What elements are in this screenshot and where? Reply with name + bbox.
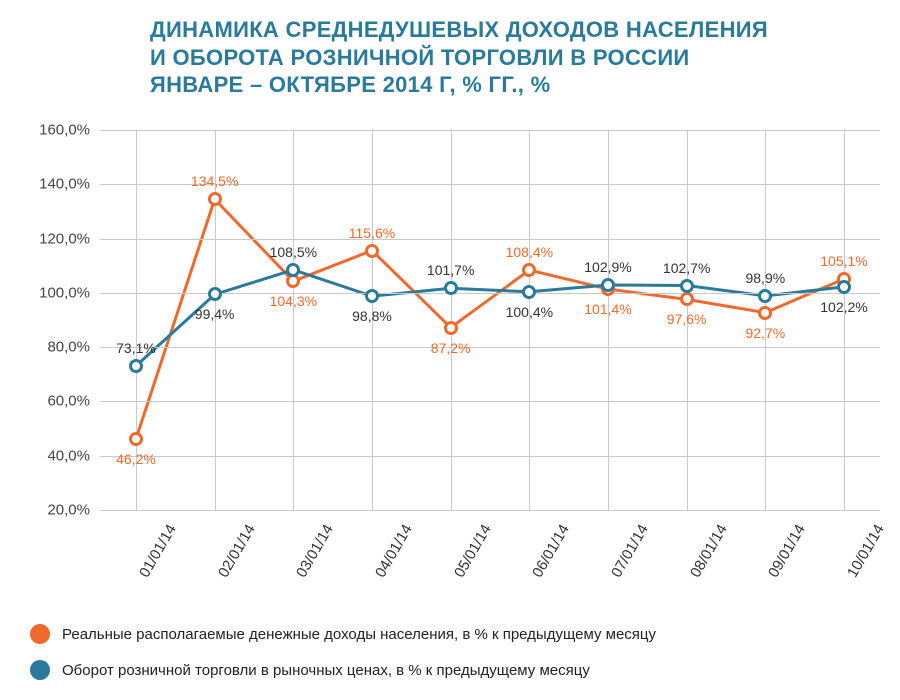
y-axis-tick-label: 80,0% (47, 339, 90, 356)
chart-title-line-1: ДИНАМИКА СРЕДНЕДУШЕВЫХ ДОХОДОВ НАСЕЛЕНИЯ (150, 16, 850, 44)
gridline-h (100, 347, 880, 348)
y-axis-tick-label: 160,0% (39, 122, 90, 139)
marker-retail (758, 289, 772, 303)
marker-retail (601, 278, 615, 292)
x-axis-tick-label: 04/01/14 (372, 518, 418, 581)
data-label-income: 101,4% (584, 301, 631, 317)
gridline-h (100, 401, 880, 402)
data-label-income: 97,6% (667, 311, 707, 327)
gridline-v (529, 130, 530, 510)
x-axis-tick-label: 07/01/14 (608, 518, 654, 581)
x-axis-tick-label: 08/01/14 (687, 518, 733, 581)
gridline-h (100, 130, 880, 131)
legend-item-income: Реальные располагаемые денежные доходы н… (30, 624, 656, 644)
x-axis-tick-label: 05/01/14 (451, 518, 497, 581)
data-label-retail: 99,4% (195, 306, 235, 322)
y-axis-tick-label: 40,0% (47, 447, 90, 464)
data-label-retail: 102,2% (820, 299, 867, 315)
marker-income (129, 432, 143, 446)
gridline-h (100, 456, 880, 457)
marker-income (444, 321, 458, 335)
legend-label-income: Реальные располагаемые денежные доходы н… (62, 626, 656, 643)
data-label-income: 108,4% (506, 244, 553, 260)
marker-income (208, 192, 222, 206)
gridline-h (100, 239, 880, 240)
data-label-income: 115,6% (349, 225, 395, 241)
chart-title: ДИНАМИКА СРЕДНЕДУШЕВЫХ ДОХОДОВ НАСЕЛЕНИЯ… (150, 16, 850, 99)
gridline-v (608, 130, 609, 510)
data-label-retail: 101,7% (427, 262, 474, 278)
x-axis-tick-label: 06/01/14 (529, 518, 575, 581)
legend-swatch-retail (30, 660, 50, 680)
data-label-retail: 100,4% (506, 304, 553, 320)
data-label-retail: 102,9% (584, 259, 631, 275)
x-axis-tick-label: 02/01/14 (215, 518, 261, 581)
chart-title-line-2: И ОБОРОТА РОЗНИЧНОЙ ТОРГОВЛИ В РОССИИ (150, 44, 850, 72)
chart-container: ДИНАМИКА СРЕДНЕДУШЕВЫХ ДОХОДОВ НАСЕЛЕНИЯ… (0, 0, 900, 700)
series-line-income (136, 199, 844, 439)
data-label-retail: 102,7% (663, 260, 710, 276)
data-label-retail: 108,5% (270, 244, 317, 260)
legend-item-retail: Оборот розничной торговли в рыночных цен… (30, 660, 656, 680)
y-axis-tick-label: 120,0% (39, 230, 90, 247)
y-axis-tick-label: 20,0% (47, 502, 90, 519)
marker-retail (208, 287, 222, 301)
data-label-income: 105,1% (820, 253, 867, 269)
marker-retail (129, 359, 143, 373)
marker-retail (522, 285, 536, 299)
y-axis-tick-label: 60,0% (47, 393, 90, 410)
y-axis-tick-label: 100,0% (39, 284, 90, 301)
x-axis-tick-label: 01/01/14 (136, 518, 182, 581)
marker-income (522, 263, 536, 277)
gridline-v (293, 130, 294, 510)
y-axis-tick-label: 140,0% (39, 176, 90, 193)
data-label-income: 134,5% (191, 173, 238, 189)
marker-retail (837, 280, 851, 294)
marker-income (680, 292, 694, 306)
series-line-retail (136, 270, 844, 366)
data-label-retail: 98,9% (745, 270, 785, 286)
x-axis-tick-label: 03/01/14 (293, 518, 339, 581)
marker-income (758, 306, 772, 320)
legend: Реальные располагаемые денежные доходы н… (30, 608, 656, 680)
x-axis-tick-label: 09/01/14 (765, 518, 811, 581)
marker-income (365, 244, 379, 258)
data-label-retail: 98,8% (352, 308, 392, 324)
marker-retail (680, 279, 694, 293)
chart-title-line-3: ЯНВАРЕ – ОКТЯБРЕ 2014 Г, % ГГ., % (150, 71, 850, 99)
data-label-income: 92,7% (745, 325, 785, 341)
plot-area: 20,0%40,0%60,0%80,0%100,0%120,0%140,0%16… (100, 130, 880, 510)
gridline-v (844, 130, 845, 510)
data-label-income: 104,3% (270, 293, 317, 309)
gridline-v (765, 130, 766, 510)
marker-retail (444, 281, 458, 295)
gridline-h (100, 510, 880, 511)
data-label-income: 46,2% (116, 451, 156, 467)
marker-retail (365, 289, 379, 303)
x-axis-tick-label: 10/01/14 (844, 518, 890, 581)
data-label-income: 87,2% (431, 340, 471, 356)
legend-label-retail: Оборот розничной торговли в рыночных цен… (62, 662, 590, 679)
legend-swatch-income (30, 624, 50, 644)
marker-retail (286, 263, 300, 277)
data-label-retail: 73,1% (116, 340, 156, 356)
